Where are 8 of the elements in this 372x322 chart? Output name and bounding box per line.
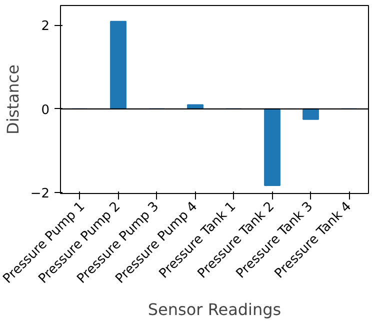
bar	[110, 20, 126, 110]
y-tick-label: 2	[41, 19, 50, 34]
y-axis-title: Distance	[3, 64, 22, 134]
y-tick-label: −2	[30, 186, 50, 202]
x-axis-title: Sensor Readings	[148, 300, 282, 320]
bar	[302, 108, 319, 120]
y-tick-label: 0	[41, 102, 50, 118]
bar	[264, 108, 280, 186]
